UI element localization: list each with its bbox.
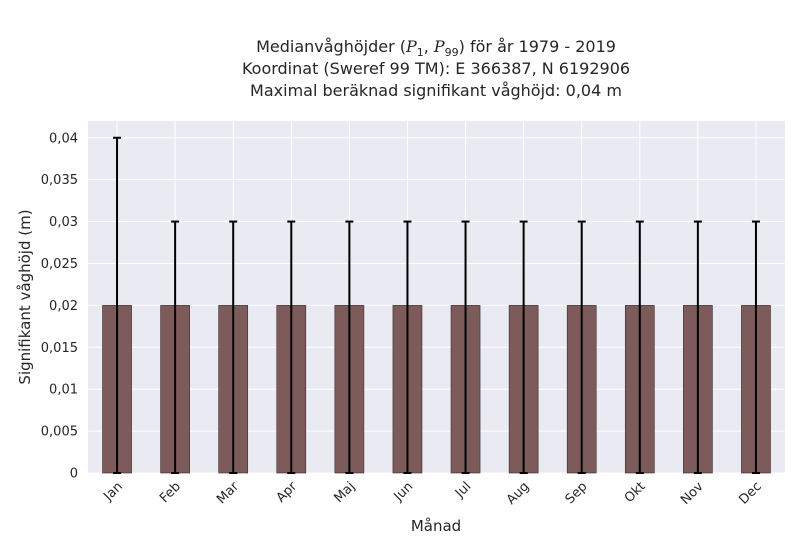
title-prefix: Medianvåghöjder ( <box>256 37 406 56</box>
chart-title-line-2: Koordinat (Sweref 99 TM): E 366387, N 61… <box>242 59 630 78</box>
error-bar-jul <box>461 220 470 474</box>
title-subscript-99: 99 <box>445 46 459 59</box>
title-symbol-p99: P <box>433 37 445 56</box>
title-symbol-p1: P <box>405 37 417 56</box>
error-bar-aug <box>519 220 528 474</box>
error-bar-sep <box>577 220 586 474</box>
y-tick-label: 0,025 <box>41 257 78 272</box>
title-separator: , <box>424 37 434 56</box>
y-tick-labels: 0 0,005 0,01 0,015 0,02 0,025 0,03 0,035 0,04 <box>41 131 78 481</box>
title-suffix: ) för år 1979 - 2019 <box>459 37 616 56</box>
x-tick-label-jul: Jul <box>452 479 474 501</box>
error-bar-maj <box>345 220 354 474</box>
y-axis-label: Signifikant våghöjd (m) <box>16 209 34 384</box>
error-bar-dec <box>751 220 760 474</box>
x-tick-label-maj: Maj <box>331 479 358 506</box>
x-axis-label: Månad <box>411 517 461 535</box>
x-tick-labels: Jan Feb Mar Apr Maj Jun Jul Aug Sep Okt Nov Dec <box>100 479 764 508</box>
plot-area <box>88 121 785 473</box>
y-tick-label: 0,035 <box>41 173 78 188</box>
error-bar-apr <box>287 220 296 474</box>
error-bar-okt <box>635 220 644 474</box>
x-tick-label-feb: Feb <box>157 479 184 506</box>
x-tick-label-jun: Jun <box>391 479 417 505</box>
y-tick-label: 0,01 <box>49 383 78 398</box>
y-tick-label: 0,015 <box>41 341 78 356</box>
x-tick-label-nov: Nov <box>678 479 707 508</box>
x-tick-label-sep: Sep <box>563 479 591 507</box>
y-tick-label: 0,005 <box>41 425 78 440</box>
x-tick-label-aug: Aug <box>504 479 533 508</box>
chart-title: Medianvåghöjder (P1, P99) för år 1979 - … <box>242 37 630 100</box>
error-bar-jan <box>113 136 122 474</box>
x-tick-label-okt: Okt <box>622 479 649 506</box>
y-tick-label: 0 <box>70 467 78 482</box>
error-bars <box>113 136 760 474</box>
chart-title-line-3: Maximal beräknad signifikant våghöjd: 0,… <box>250 81 622 100</box>
x-tick-label-mar: Mar <box>214 479 242 507</box>
title-subscript-1: 1 <box>417 46 424 59</box>
chart-title-line-1: Medianvåghöjder (P1, P99) för år 1979 - … <box>256 37 616 59</box>
x-tick-label-jan: Jan <box>100 479 125 504</box>
error-bar-mar <box>229 220 238 474</box>
error-bar-jun <box>403 220 412 474</box>
x-tick-label-apr: Apr <box>274 479 301 506</box>
y-tick-label: 0,02 <box>49 299 78 314</box>
error-bar-nov <box>693 220 702 474</box>
error-bar-feb <box>171 220 180 474</box>
y-tick-label: 0,04 <box>49 131 78 146</box>
y-tick-label: 0,03 <box>49 215 78 230</box>
x-tick-label-dec: Dec <box>736 479 764 507</box>
